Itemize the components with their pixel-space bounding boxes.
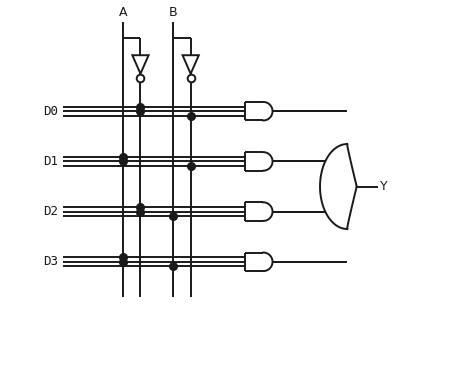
Text: D0: D0 — [44, 105, 59, 118]
Polygon shape — [182, 55, 199, 74]
Text: Y: Y — [380, 180, 387, 193]
Text: D1: D1 — [44, 155, 59, 168]
Text: D2: D2 — [44, 205, 59, 218]
Text: A: A — [119, 6, 128, 19]
Text: B: B — [169, 6, 178, 19]
Polygon shape — [132, 55, 148, 74]
Text: D3: D3 — [44, 255, 59, 268]
